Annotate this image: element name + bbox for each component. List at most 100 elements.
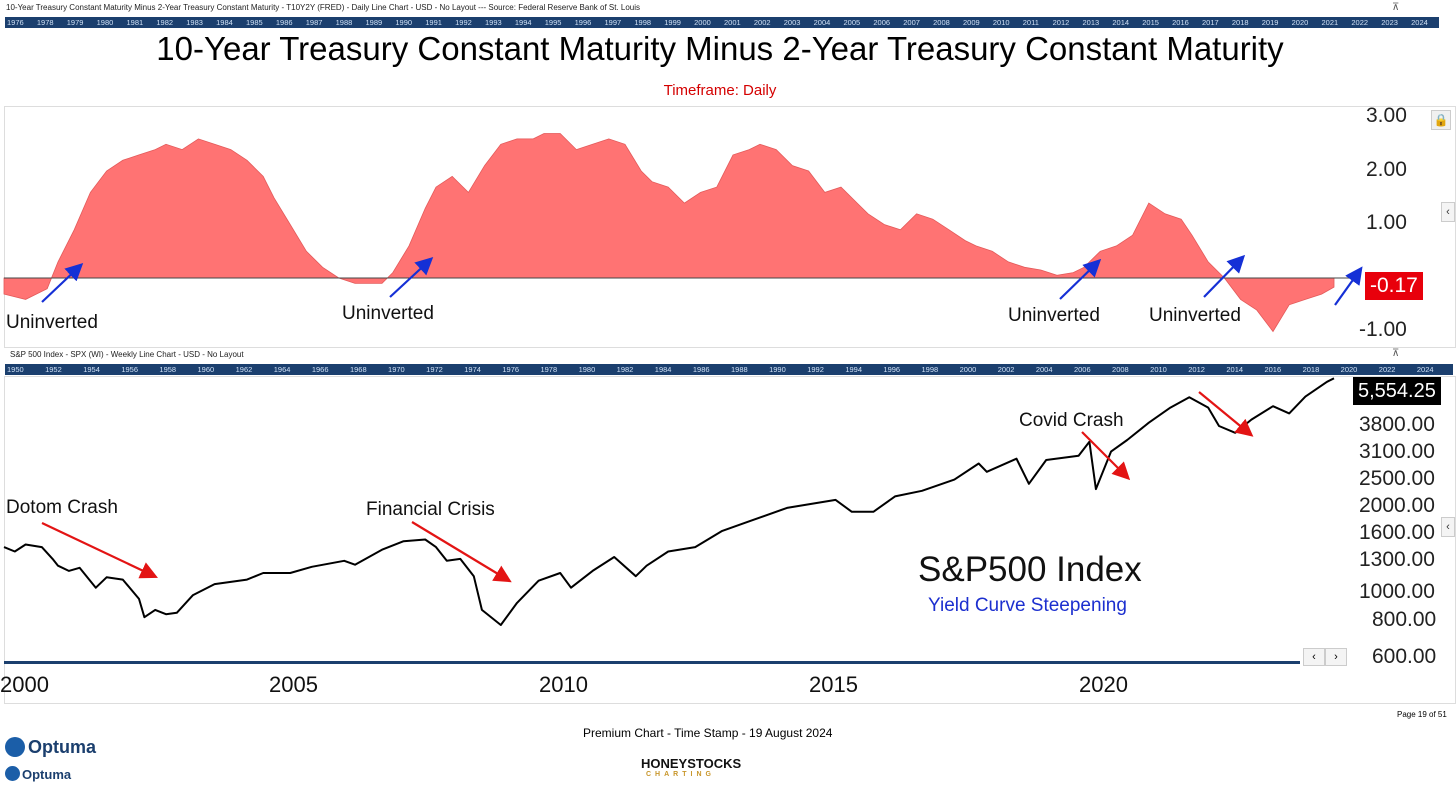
year-label: 1996 xyxy=(883,365,901,374)
year-label: 2009 xyxy=(963,18,980,27)
spx-year-scrollbar[interactable]: 1950 1952 1954 1956 1958 1960 1962 1964 1966 1968… xyxy=(5,364,1453,375)
year-label: 1978 xyxy=(540,365,558,374)
x-tick: 2010 xyxy=(539,672,588,697)
collapse-arrow-icon[interactable]: ‹ xyxy=(1441,517,1455,537)
chart-title: 10-Year Treasury Constant Maturity Minus… xyxy=(156,30,1284,67)
year-label: 2011 xyxy=(1022,18,1039,27)
year-label: 2008 xyxy=(1112,365,1129,374)
year-label: 1952 xyxy=(45,365,62,374)
honeystocks-logo: HONEYSTOCKS xyxy=(641,756,742,771)
collapse-arrow-icon[interactable]: ‹ xyxy=(1441,202,1455,222)
year-label: 1982 xyxy=(616,365,634,374)
lock-icon[interactable]: 🔒 xyxy=(1431,110,1451,130)
time-scrollbar[interactable] xyxy=(4,661,1300,664)
year-label: 2003 xyxy=(783,18,801,27)
year-label: 1992 xyxy=(807,365,824,374)
year-label: 1964 xyxy=(273,365,291,374)
year-label: 1972 xyxy=(426,365,443,374)
optuma-logo: Optuma xyxy=(22,767,72,782)
spx-y-tick: 1600.00 xyxy=(1359,521,1435,544)
year-label: 1978 xyxy=(36,18,54,27)
year-label: 1981 xyxy=(126,18,144,27)
annotation-uninverted: Uninverted xyxy=(6,312,98,333)
honeystocks-logo-sub: CHARTING xyxy=(646,771,715,778)
year-label: 1995 xyxy=(544,18,562,27)
top-year-scrollbar[interactable]: 1976 1978 1979 1980 1981 1982 1983 1984 1985 1986… xyxy=(5,17,1439,28)
year-label: 1997 xyxy=(604,18,622,27)
year-label: 1998 xyxy=(921,365,939,374)
spx-y-tick: 3100.00 xyxy=(1359,440,1435,463)
year-label: 2000 xyxy=(694,18,711,27)
year-label: 2010 xyxy=(1150,365,1167,374)
spx-y-tick: 1000.00 xyxy=(1359,580,1435,603)
year-label: 1989 xyxy=(365,18,383,27)
year-label: 2001 xyxy=(724,18,741,27)
year-label: 2019 xyxy=(1261,18,1279,27)
arrow-icon xyxy=(1081,431,1131,481)
scroll-left-button[interactable]: ‹ xyxy=(1303,648,1325,666)
optuma-logo: Optuma xyxy=(28,737,97,757)
timeframe-label: Timeframe: Daily xyxy=(663,82,777,99)
year-label: 1986 xyxy=(692,365,710,374)
pin-icon[interactable]: ⊼ xyxy=(1392,2,1400,13)
year-label: 1988 xyxy=(731,365,748,374)
year-label: 2021 xyxy=(1321,18,1339,27)
year-label: 2002 xyxy=(997,365,1015,374)
year-label: 1960 xyxy=(197,365,215,374)
overlay-subtitle: Yield Curve Steepening xyxy=(928,595,1127,616)
x-tick: 2000 xyxy=(0,672,49,697)
scroll-right-button[interactable]: › xyxy=(1325,648,1347,666)
spread-y-tick: 1.00 xyxy=(1366,211,1407,234)
annotation-dotcom-crash: Dotom Crash xyxy=(6,497,118,518)
year-label: 1985 xyxy=(246,18,263,27)
year-label: 2015 xyxy=(1142,18,1159,27)
year-label: 2020 xyxy=(1340,365,1358,374)
arrow-icon xyxy=(411,521,512,583)
year-label: 2022 xyxy=(1378,365,1396,374)
year-label: 2018 xyxy=(1302,365,1320,374)
spx-last-value-badge: 5,554.25 xyxy=(1353,377,1441,405)
year-label: 1976 xyxy=(502,365,520,374)
arrow-icon xyxy=(41,522,158,579)
year-label: 1996 xyxy=(574,18,592,27)
year-label: 1990 xyxy=(769,365,786,374)
year-label: 2013 xyxy=(1082,18,1100,27)
year-label: 2006 xyxy=(873,18,891,27)
arrow-icon xyxy=(389,257,434,298)
year-label: 1990 xyxy=(395,18,413,27)
year-label: 1999 xyxy=(664,18,681,27)
optuma-logo-icon xyxy=(5,737,25,757)
annotation-covid-crash: Covid Crash xyxy=(1019,410,1124,431)
x-tick: 2005 xyxy=(269,672,318,697)
spx-y-tick: 600.00 xyxy=(1372,645,1437,668)
spx-y-tick: 2000.00 xyxy=(1359,494,1435,517)
x-tick: 2020 xyxy=(1079,672,1128,697)
year-label: 1998 xyxy=(634,18,652,27)
spx-y-tick: 800.00 xyxy=(1372,608,1437,631)
spread-y-tick: 3.00 xyxy=(1366,104,1407,127)
year-label: 1966 xyxy=(311,365,329,374)
year-label: 2014 xyxy=(1112,18,1130,27)
annotation-financial-crisis: Financial Crisis xyxy=(366,499,495,520)
year-label: 1988 xyxy=(335,18,353,27)
spx-y-tick: 2500.00 xyxy=(1359,467,1435,490)
year-label: 1980 xyxy=(96,18,114,27)
year-label: 2024 xyxy=(1416,365,1434,374)
spread-area xyxy=(3,133,1335,333)
year-label: 1979 xyxy=(66,18,84,27)
pin-icon[interactable]: ⊼ xyxy=(1392,348,1400,359)
arrow-icon xyxy=(1203,254,1246,298)
year-label: 2007 xyxy=(903,18,920,27)
x-tick: 2015 xyxy=(809,672,858,697)
spread-y-tick: -1.00 xyxy=(1359,318,1407,341)
year-label: 2000 xyxy=(959,365,977,374)
overlay-title: S&P500 Index xyxy=(918,550,1142,589)
year-label: 1968 xyxy=(349,365,367,374)
spread-last-value-badge: -0.17 xyxy=(1365,272,1423,300)
year-label: 1987 xyxy=(305,18,323,27)
spx-line xyxy=(3,377,1335,626)
year-label: 1992 xyxy=(455,18,472,27)
year-label: 1983 xyxy=(186,18,203,27)
year-label: 2017 xyxy=(1202,18,1219,27)
